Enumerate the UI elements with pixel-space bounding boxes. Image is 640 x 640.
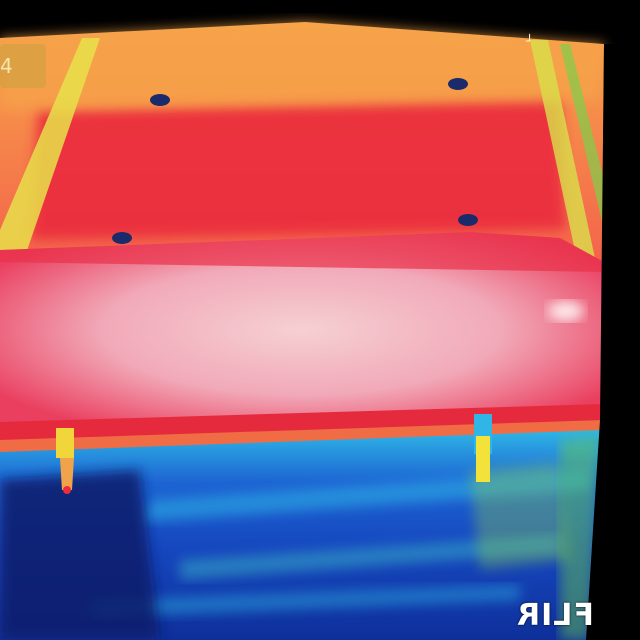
right-post-lower (476, 436, 490, 482)
frame-edge (586, 44, 640, 640)
image-body (0, 22, 604, 640)
corner-badge-text: 4 (0, 54, 13, 78)
fastener-spot (448, 78, 468, 90)
top-right-marker: ┘ (526, 34, 534, 48)
fastener-spot (150, 94, 170, 106)
corner-badge: 4 (0, 44, 46, 88)
left-post-base (60, 458, 74, 490)
left-post (56, 428, 74, 458)
fastener-spot (112, 232, 132, 244)
fastener-spot (458, 214, 478, 226)
flir-logo: FLIR (516, 598, 594, 633)
